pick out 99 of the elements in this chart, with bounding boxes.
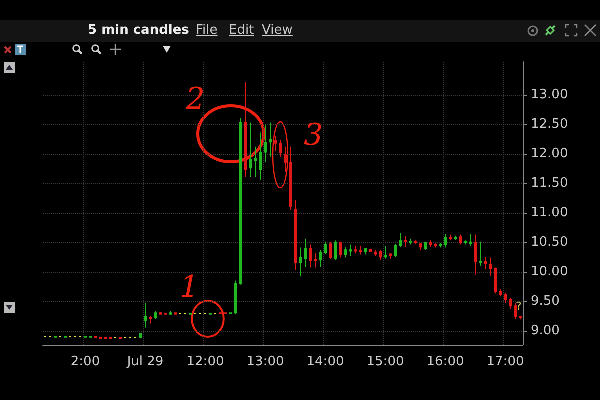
candlestick [474, 234, 477, 276]
x-tick-label: 16:00 [426, 354, 464, 370]
y-tick-label: 9.50 [531, 294, 560, 309]
text: View [262, 23, 293, 38]
candlestick [394, 244, 397, 258]
x-tick-label: 17:00 [486, 354, 524, 370]
candlestick [274, 136, 277, 152]
candlestick [439, 242, 442, 248]
candlestick [379, 250, 382, 261]
candlestick [404, 236, 407, 248]
x-tick-label: 15:00 [366, 354, 404, 370]
candlestick [189, 312, 192, 316]
x-tick-label: 13:00 [246, 354, 284, 370]
candlestick [514, 302, 517, 320]
candlestick [349, 244, 352, 256]
candlestick [344, 246, 347, 258]
candlestick [289, 146, 292, 210]
candlestick [424, 241, 427, 251]
candlestick [314, 252, 317, 268]
candlestick [459, 234, 462, 246]
candlestick [414, 240, 417, 245]
y-tick-label: 9.00 [531, 323, 560, 338]
candlestick [509, 297, 512, 310]
candlestick [319, 250, 322, 268]
candlestick [174, 312, 177, 316]
y-tick-label: 10.50 [531, 234, 568, 250]
annotation: 3 [304, 118, 324, 153]
candlestick [484, 256, 487, 270]
candlestick [209, 312, 212, 316]
y-tick-label: 12.50 [531, 116, 568, 132]
candlestick [264, 124, 267, 163]
candlestick [519, 316, 522, 320]
candlestick [309, 244, 312, 268]
candlestick [389, 252, 392, 260]
candlestick [144, 302, 147, 328]
text: File [196, 23, 218, 38]
candlestick [364, 248, 367, 256]
candlestick [334, 240, 337, 261]
candlestick [104, 336, 107, 340]
text: Edit [229, 23, 254, 38]
x-tick-label: 14:00 [306, 354, 344, 370]
candlestick [154, 310, 157, 320]
annotation: 1 [180, 270, 200, 305]
y-tick-label: 12.00 [531, 146, 568, 162]
chart-title: 5 min candles [88, 23, 190, 38]
candlestick [269, 122, 272, 158]
candlestick [399, 232, 402, 248]
x-tick-label: 12:00 [186, 354, 224, 370]
candlestick [479, 241, 482, 266]
y-tick-label: 10.00 [531, 264, 568, 280]
candlestick [229, 312, 232, 315]
candlestick [329, 241, 332, 260]
candlestick [469, 234, 472, 246]
candlestick [149, 316, 152, 324]
y-tick-label: 13.00 [531, 88, 568, 103]
x-tick-label: Jul 29 [126, 354, 164, 370]
candlestick [339, 241, 342, 258]
candlestick [359, 245, 362, 256]
candlestick [354, 245, 357, 254]
candlestick [444, 234, 447, 248]
candlestick [324, 241, 327, 255]
candlestick [299, 247, 302, 278]
candlestick [234, 280, 237, 315]
candlestick [99, 336, 102, 340]
candlestick [369, 248, 372, 253]
candlestick [139, 333, 142, 340]
candlestick [429, 240, 432, 248]
candlestick [169, 310, 172, 316]
candlestick [159, 311, 162, 316]
candlestick [164, 312, 167, 316]
candlestick [94, 336, 97, 340]
candlestick [419, 242, 422, 251]
candlestick [384, 245, 387, 260]
candlestick [304, 238, 307, 268]
candlestick [219, 312, 222, 315]
candlestick [489, 257, 492, 277]
candlestick [449, 234, 452, 242]
candlestick [249, 122, 252, 178]
candlestick [294, 199, 297, 271]
y-tick-label: 11.00 [531, 205, 568, 220]
candlestick [254, 146, 257, 178]
candlestick [454, 235, 457, 241]
annotation: ? [516, 300, 522, 313]
candlestick [464, 240, 467, 246]
candlestick [434, 242, 437, 248]
candlestick [279, 139, 282, 158]
candlestick [239, 118, 242, 286]
candlestick [499, 288, 502, 298]
annotation: 2 [186, 82, 206, 117]
y-tick-label: 11.50 [531, 176, 568, 191]
candlestick [504, 292, 507, 304]
candlestick [494, 267, 497, 294]
candlestick [244, 82, 247, 178]
candlestick [259, 132, 262, 180]
candlestick [109, 336, 112, 340]
x-tick-label: 2:00 [70, 354, 100, 370]
candlestick [409, 238, 412, 246]
candlestick [374, 250, 377, 256]
candlestick [284, 146, 287, 173]
